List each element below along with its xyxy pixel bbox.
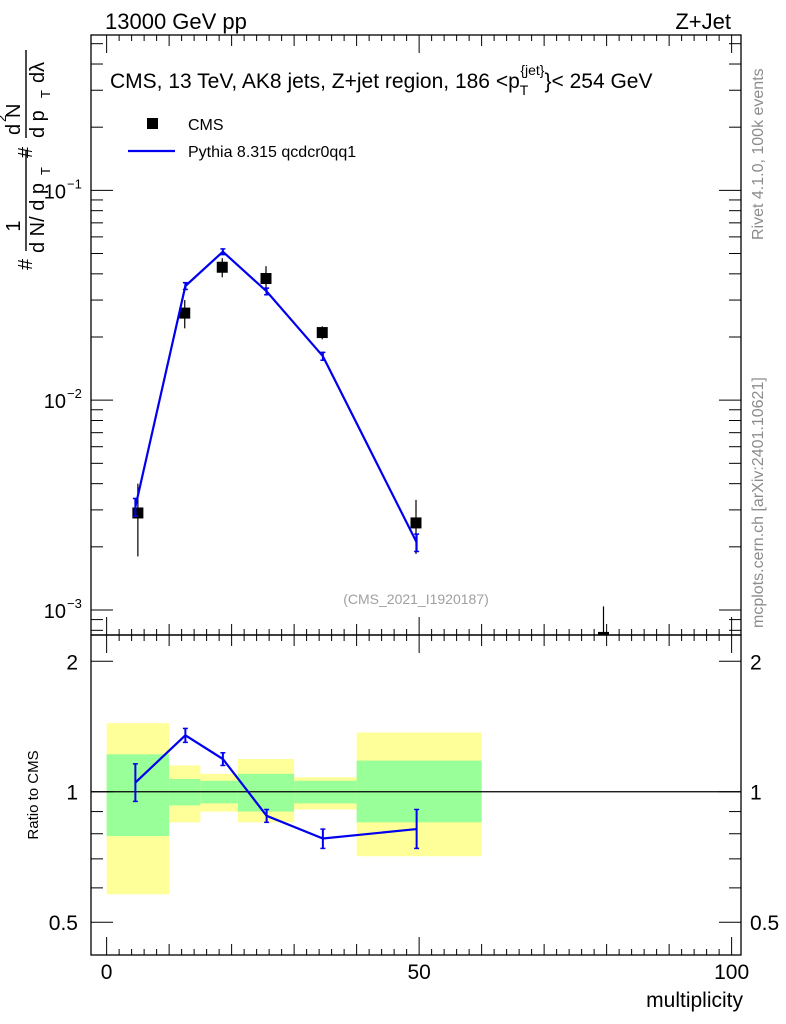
svg-text:#: # — [15, 146, 37, 158]
x-tick-label-0: 0 — [101, 961, 113, 984]
rivet-version-label: Rivet 4.1.0, 100k events — [750, 68, 767, 240]
svg-text:T: T — [38, 167, 53, 175]
x-tick-label-50: 50 — [407, 961, 430, 984]
ratio-y-tick-label-left-2: 2 — [66, 651, 78, 674]
ratio-stat-band-0 — [106, 754, 170, 837]
main-y-axis-label: # 1 d N/ d p T # d N 2 d p T d λ — [0, 50, 53, 270]
main-y-tick-exp-2: −1 — [67, 176, 82, 191]
ratio-y-tick-label-left-0: 0.5 — [49, 912, 78, 935]
ratio-panel-data — [132, 727, 420, 850]
pythia-line — [134, 250, 418, 543]
main-y-tick-label-1: 10 — [44, 391, 66, 413]
ratio-panel-bands — [106, 723, 482, 895]
ratio-panel-axes: 0 50 100 0.5 0.5 1 1 2 2 — [49, 634, 779, 984]
cms-marker-1 — [179, 307, 191, 319]
svg-text:d N/ d p: d N/ d p — [27, 183, 49, 253]
main-y-tick-label-2: 10 — [44, 181, 66, 203]
ratio-y-tick-label-left-1: 1 — [66, 782, 78, 805]
x-axis-label: multiplicity — [646, 989, 743, 1012]
main-y-tick-label-0: 10 — [44, 601, 66, 623]
analysis-id-watermark: (CMS_2021_I1920187) — [343, 591, 489, 607]
main-panel-data — [132, 248, 609, 635]
svg-text:λ: λ — [27, 62, 49, 72]
energy-label: 13000 GeV pp — [105, 9, 247, 34]
ratio-stat-band-3 — [237, 773, 295, 812]
ratio-y-axis-label: Ratio to CMS — [25, 750, 42, 839]
ratio-y-tick-label-right-0: 0.5 — [750, 912, 779, 935]
x-tick-label-100: 100 — [714, 961, 749, 984]
cms-marker-0 — [132, 507, 144, 519]
svg-text:d: d — [27, 72, 49, 83]
main-y-tick-exp-0: −3 — [67, 596, 82, 611]
cms-marker-5 — [410, 517, 422, 529]
svg-text:1: 1 — [3, 220, 25, 231]
legend: CMS Pythia 8.315 qcdcr0qq1 — [128, 117, 356, 161]
ratio-y-tick-label-right-2: 2 — [750, 651, 762, 674]
cms-marker-4 — [316, 327, 328, 339]
cms-marker-2 — [216, 261, 228, 273]
legend-cms-label: CMS — [188, 117, 224, 134]
process-label: Z+Jet — [675, 9, 731, 34]
svg-text:d p: d p — [27, 110, 49, 138]
cms-marker-6 — [598, 631, 609, 635]
mcplots-label: mcplots.cern.ch [arXiv:2401.10621] — [750, 377, 767, 628]
ratio-y-tick-label-right-1: 1 — [750, 782, 762, 805]
svg-text:T: T — [38, 90, 53, 98]
legend-cms-marker — [147, 118, 158, 129]
main-y-tick-exp-1: −2 — [67, 386, 82, 401]
ratio-pythia-line — [134, 733, 417, 840]
plot-title: CMS, 13 TeV, AK8 jets, Z+jet region, 186… — [110, 62, 652, 98]
svg-text:d: d — [3, 124, 25, 135]
svg-text:#: # — [15, 258, 37, 270]
svg-text:N: N — [3, 104, 25, 118]
ratio-panel-frame — [90, 634, 742, 956]
svg-text:2: 2 — [0, 115, 9, 122]
legend-pythia-label: Pythia 8.315 qcdcr0qq1 — [188, 144, 356, 161]
cms-marker-3 — [260, 273, 272, 285]
